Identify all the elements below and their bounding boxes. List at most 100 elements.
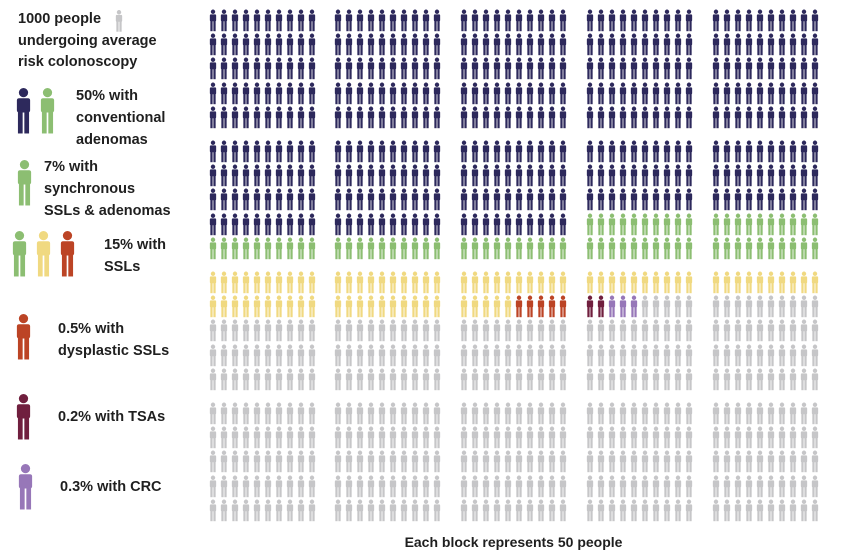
- person-icon: [471, 213, 479, 236]
- person-icon: [608, 106, 615, 129]
- person-icon: [264, 82, 271, 105]
- person-icon: [641, 499, 648, 522]
- person-icon: [493, 368, 501, 391]
- person-icon: [275, 368, 282, 391]
- person-icon: [608, 499, 615, 522]
- person-icon: [778, 106, 785, 129]
- person-icon: [346, 140, 353, 162]
- person-icon: [493, 451, 501, 473]
- person-icon: [778, 368, 785, 391]
- person-icon: [630, 499, 637, 522]
- block: [207, 401, 317, 523]
- person-icon: [745, 164, 752, 187]
- person-icon: [734, 58, 741, 80]
- person-icon: [789, 499, 796, 522]
- person-icon: [390, 320, 397, 342]
- person-icon: [504, 33, 512, 56]
- person-icon: [619, 9, 626, 31]
- person-icon: [723, 344, 730, 367]
- person-icon: [674, 213, 681, 236]
- person-icon: [335, 189, 342, 211]
- person-icon: [231, 213, 238, 236]
- person-icon: [434, 58, 441, 80]
- person-icon: [335, 344, 342, 367]
- person-icon: [335, 58, 342, 80]
- person-icon: [559, 344, 567, 367]
- person-icon: [608, 271, 615, 293]
- person-icon: [275, 320, 282, 342]
- person-icon: [734, 499, 741, 522]
- person-icon: [663, 189, 670, 211]
- person-icon: [800, 82, 807, 105]
- person-icon: [515, 402, 523, 424]
- person-icon: [346, 9, 353, 31]
- person-icon: [482, 295, 490, 318]
- person-icon: [482, 58, 490, 80]
- person-icon: [641, 213, 648, 236]
- person-icon: [308, 271, 315, 293]
- person-icon: [286, 402, 293, 424]
- person-icon: [335, 140, 342, 162]
- person-icon: [608, 451, 615, 473]
- person-icon: [504, 295, 512, 318]
- person-icon: [264, 106, 271, 129]
- person-icon: [390, 271, 397, 293]
- person-icon: [401, 33, 408, 56]
- person-icon: [723, 320, 730, 342]
- person-icon: [264, 58, 271, 80]
- person-icon: [412, 475, 419, 498]
- person-icon: [253, 9, 260, 31]
- person-icon: [368, 33, 375, 56]
- person-icon: [548, 213, 556, 236]
- person-icon: [493, 140, 501, 162]
- person-icon: [745, 368, 752, 391]
- block: [459, 270, 569, 392]
- person-icon: [756, 271, 763, 293]
- person-icon: [734, 368, 741, 391]
- person-icon: [723, 368, 730, 391]
- person-icon: [242, 213, 249, 236]
- person-icon: [778, 189, 785, 211]
- person-icon: [253, 475, 260, 498]
- person-icon: [586, 213, 593, 236]
- person-icon: [242, 475, 249, 498]
- person-icon: [712, 106, 719, 129]
- person-icon: [723, 402, 730, 424]
- person-icon: [504, 237, 512, 260]
- person-icon: [379, 189, 386, 211]
- person-icon: [412, 271, 419, 293]
- person-icon: [390, 426, 397, 449]
- person-icon: [756, 344, 763, 367]
- person-icon: [663, 402, 670, 424]
- person-icon: [537, 344, 545, 367]
- person-icon: [663, 140, 670, 162]
- person-icon: [789, 271, 796, 293]
- person-icon: [434, 213, 441, 236]
- person-icon: [390, 402, 397, 424]
- person-icon: [231, 189, 238, 211]
- person-icon: [504, 402, 512, 424]
- person-icon: [559, 320, 567, 342]
- legend-label-ssls: 15% with SSLs: [104, 234, 166, 278]
- block: [584, 139, 694, 261]
- person-icon: [379, 368, 386, 391]
- person-icon: [368, 237, 375, 260]
- person-icon: [811, 295, 818, 318]
- person-icon: [401, 189, 408, 211]
- person-icon: [275, 271, 282, 293]
- person-icon: [264, 189, 271, 211]
- person-icon: [630, 344, 637, 367]
- person-icon: [209, 33, 216, 56]
- person-icon: [597, 213, 604, 236]
- person-icon: [608, 426, 615, 449]
- person-icon: [586, 402, 593, 424]
- person-icon: [460, 368, 468, 391]
- person-icon: [685, 106, 692, 129]
- person-icon: [242, 58, 249, 80]
- person-icon: [526, 271, 534, 293]
- person-icon: [652, 140, 659, 162]
- person-icon: [357, 271, 364, 293]
- person-icon: [663, 213, 670, 236]
- person-icon: [630, 213, 637, 236]
- person-icon: [335, 426, 342, 449]
